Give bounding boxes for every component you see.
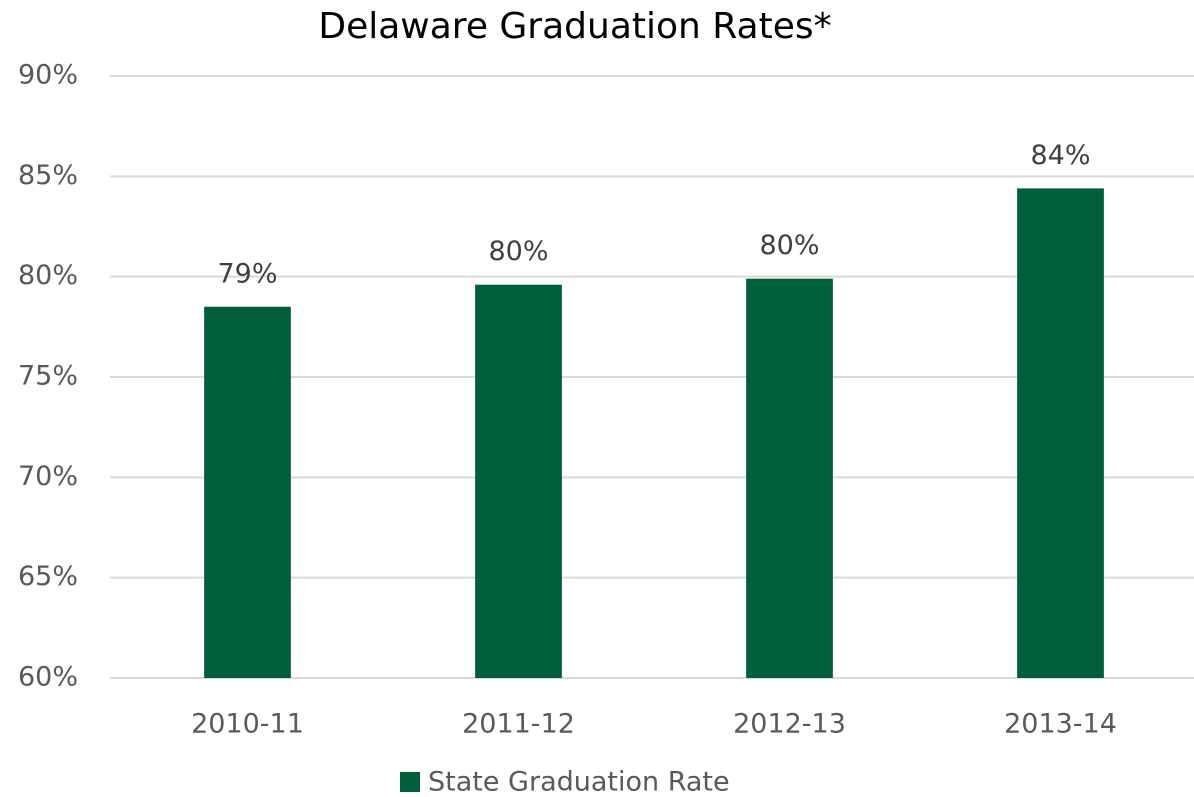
- x-tick-label: 2011-12: [462, 709, 575, 740]
- y-tick-label: 90%: [18, 60, 78, 91]
- data-label: 84%: [1030, 140, 1090, 171]
- bar: [204, 306, 291, 678]
- data-label: 80%: [759, 230, 819, 261]
- bar: [746, 278, 833, 678]
- y-tick-label: 75%: [18, 361, 78, 392]
- y-tick-label: 85%: [18, 160, 78, 191]
- legend-swatch: [400, 772, 420, 792]
- bar: [1017, 188, 1104, 678]
- x-tick-label: 2012-13: [733, 709, 846, 740]
- data-label: 80%: [488, 236, 548, 267]
- x-tick-label: 2013-14: [1004, 709, 1117, 740]
- y-tick-label: 70%: [18, 461, 78, 492]
- legend-label: State Graduation Rate: [428, 767, 730, 797]
- y-tick-label: 65%: [18, 561, 78, 592]
- y-tick-label: 80%: [18, 260, 78, 291]
- data-label: 79%: [217, 258, 277, 289]
- chart-title: Delaware Graduation Rates*: [318, 6, 831, 47]
- bar: [475, 284, 562, 678]
- x-tick-label: 2010-11: [191, 709, 304, 740]
- y-tick-label: 60%: [18, 662, 78, 693]
